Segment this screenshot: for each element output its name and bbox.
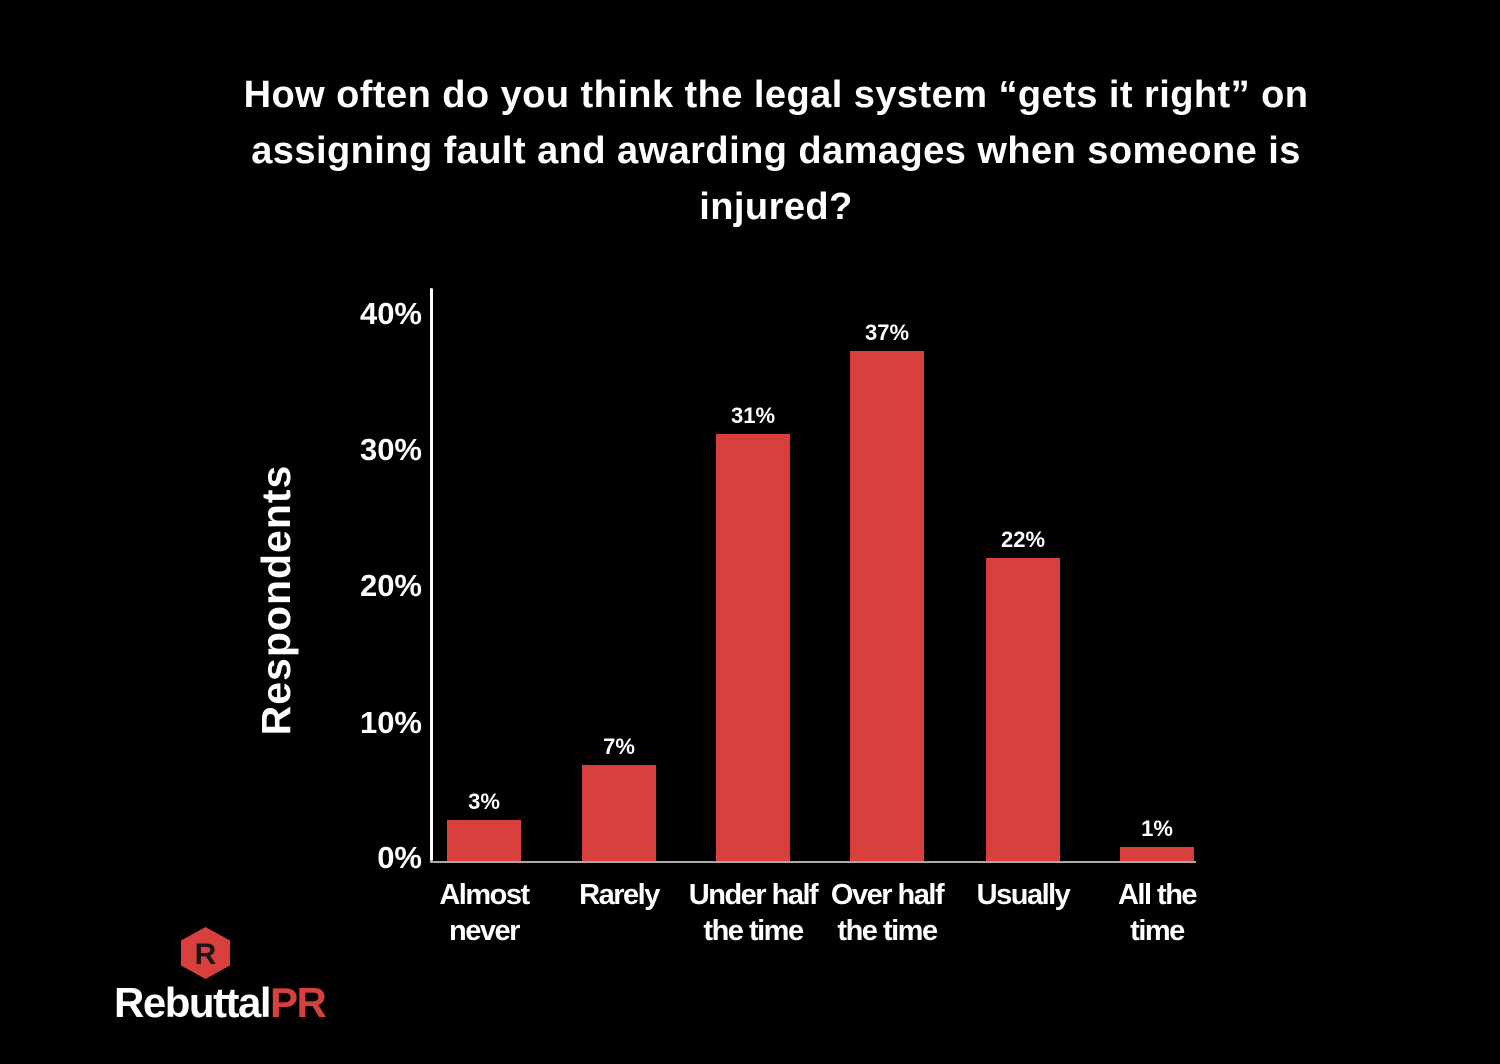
svg-text:R: R	[195, 938, 217, 971]
